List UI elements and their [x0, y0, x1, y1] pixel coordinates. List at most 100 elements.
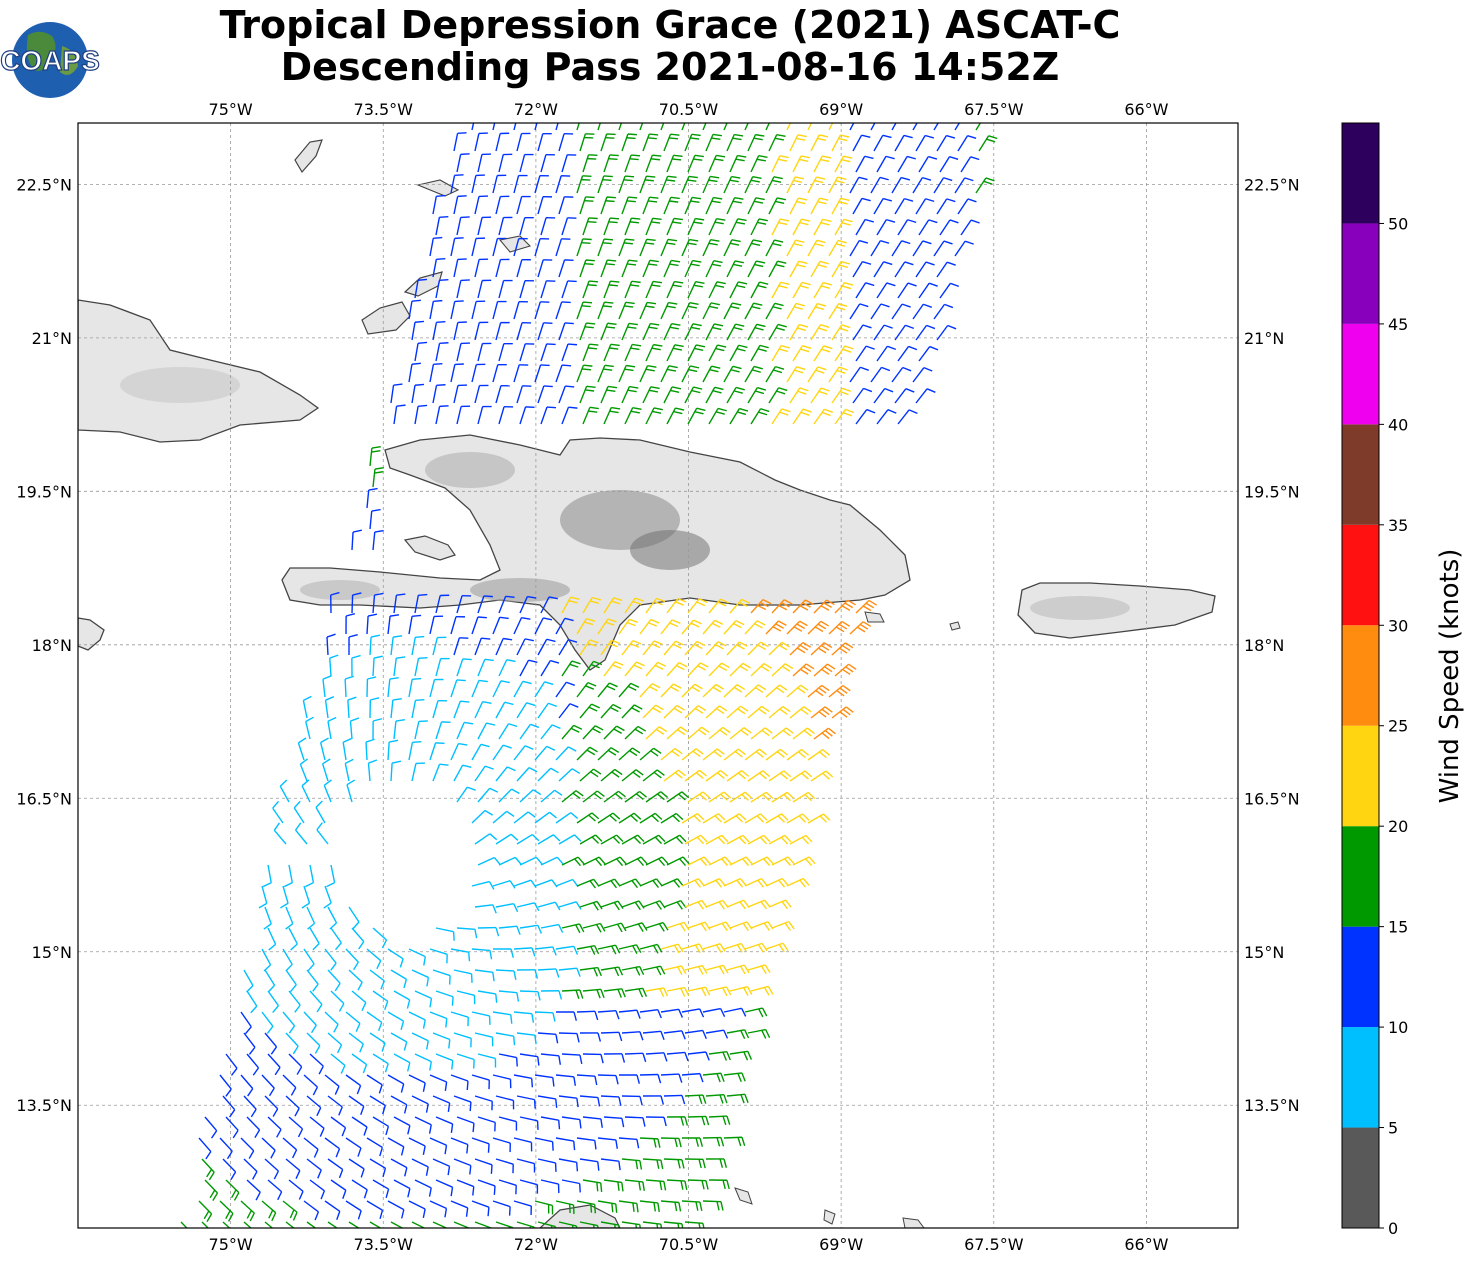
wind-barb	[222, 1221, 231, 1228]
wind-barb	[603, 661, 624, 677]
wind-barb	[471, 880, 495, 890]
wind-barb	[561, 923, 585, 934]
wind-barb	[408, 1011, 426, 1029]
wind-barb	[285, 906, 294, 930]
wind-barb	[852, 197, 871, 215]
wind-barb	[513, 745, 534, 761]
wind-barb	[246, 1053, 260, 1076]
wind-barb	[807, 123, 813, 131]
wind-barb	[540, 659, 560, 677]
wind-barb	[726, 386, 745, 404]
wind-barb	[600, 1031, 623, 1042]
wind-barb	[957, 135, 977, 152]
wind-barb	[639, 364, 657, 383]
wind-barb	[663, 1094, 686, 1105]
wind-barb	[681, 1200, 703, 1212]
wind-barb	[348, 1158, 365, 1178]
wind-barb	[891, 303, 911, 320]
wind-barb	[849, 239, 869, 257]
wind-barb	[600, 322, 617, 341]
wind-barb	[582, 1053, 604, 1064]
wind-barb	[366, 1137, 384, 1157]
wind-barb	[660, 747, 683, 761]
wind-barb	[414, 341, 428, 362]
wind-barb	[492, 810, 515, 824]
wind-barb	[561, 1116, 582, 1129]
wind-barb	[498, 216, 513, 236]
wind-barb	[579, 1095, 601, 1107]
wind-barb	[369, 1158, 387, 1178]
wind-barb	[831, 387, 851, 404]
wind-barb	[708, 217, 726, 236]
wind-barb	[429, 1011, 448, 1028]
wind-barb	[771, 218, 790, 236]
wind-barb	[432, 257, 446, 278]
wind-barb	[303, 1074, 319, 1096]
wind-barb	[726, 834, 750, 845]
wind-barb	[435, 657, 450, 677]
wind-barb	[393, 1116, 411, 1135]
wind-barb	[624, 856, 648, 867]
wind-barb	[471, 123, 475, 131]
wind-barb	[429, 948, 448, 964]
wind-barb	[660, 812, 684, 824]
wind-barb	[831, 642, 854, 656]
wind-barb	[807, 749, 831, 761]
wind-barb	[687, 856, 711, 866]
wind-barb	[708, 344, 727, 362]
wind-barb	[330, 1053, 346, 1074]
wind-barb	[747, 964, 771, 975]
wind-barb	[474, 765, 494, 782]
wind-barb	[411, 1095, 429, 1113]
wind-barb	[663, 1221, 684, 1228]
wind-barb	[450, 1200, 469, 1217]
wind-barb	[789, 706, 812, 719]
wind-barb	[897, 282, 917, 299]
wind-barb	[267, 1179, 283, 1201]
wind-barb	[789, 641, 812, 656]
wind-barb	[600, 639, 621, 656]
wind-barb	[597, 123, 602, 131]
wind-barb	[408, 1200, 426, 1218]
wind-barb	[282, 1011, 296, 1034]
wind-barb	[729, 1050, 753, 1061]
wind-barb	[600, 1158, 621, 1171]
wind-barb	[411, 1158, 429, 1176]
wind-barb	[330, 1179, 347, 1199]
land-turks-caicos	[498, 235, 532, 253]
wind-barb	[319, 737, 329, 761]
wind-barb	[705, 1029, 729, 1039]
wind-barb	[498, 406, 514, 425]
wind-barb	[915, 261, 935, 278]
wind-barb	[726, 260, 744, 278]
wind-barb	[498, 595, 515, 614]
lon-tick-label-bottom: 72°W	[514, 1235, 558, 1254]
wind-barb	[492, 1200, 511, 1216]
wind-barb	[369, 969, 385, 990]
wind-barb	[666, 921, 690, 932]
wind-barb	[453, 195, 467, 215]
wind-barb	[471, 616, 487, 635]
wind-barb	[540, 280, 556, 299]
wind-barb	[537, 132, 552, 152]
wind-barb	[306, 1221, 317, 1228]
wind-barb	[855, 599, 877, 614]
wind-barb	[849, 303, 869, 320]
wind-barb	[831, 197, 850, 215]
land-islet-2	[823, 1209, 836, 1225]
wind-barb	[561, 343, 578, 362]
wind-barb	[954, 240, 974, 257]
wind-barb	[288, 927, 298, 951]
wind-barb	[708, 154, 726, 173]
wind-barb	[351, 654, 361, 677]
wind-barb	[576, 1137, 597, 1150]
wind-barb	[597, 1074, 619, 1085]
colorbar: 0 5 10 15 20 25 30 35 40 45 50	[1341, 122, 1408, 1238]
wind-barb	[642, 1158, 664, 1170]
wind-barb	[645, 597, 666, 614]
wind-barb	[639, 618, 660, 635]
wind-barb	[681, 1137, 704, 1147]
wind-barb	[309, 927, 320, 951]
wind-barb	[792, 599, 814, 614]
wind-barb	[912, 303, 933, 320]
